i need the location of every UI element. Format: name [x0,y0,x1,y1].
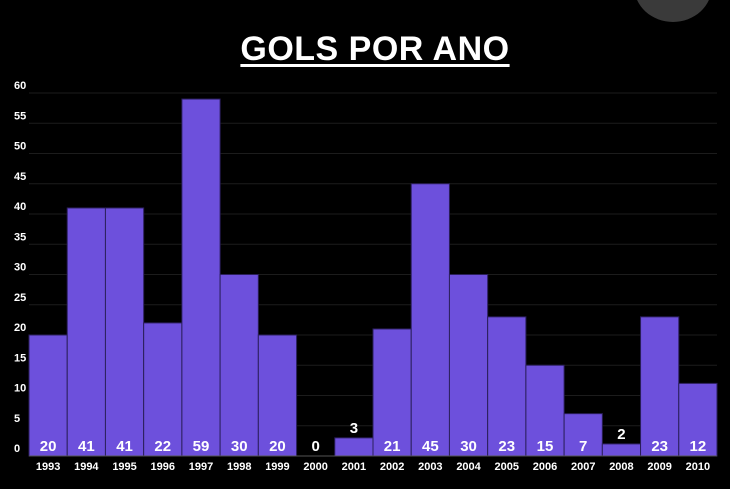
bar-1995 [104,207,145,457]
x-tick-label-1993: 1993 [36,461,60,473]
bar-2004 [448,274,489,457]
value-label-2001: 3 [350,420,358,437]
y-tick-label: 30 [14,262,26,274]
bar-2002 [372,328,412,457]
x-tick-label-2005: 2005 [495,461,519,473]
bar-1998 [219,274,259,457]
bar-2009 [640,316,680,457]
bar-2010 [678,382,718,457]
y-tick-label: 0 [14,443,20,455]
y-tick-label: 35 [14,231,26,243]
y-tick-label: 50 [14,141,26,153]
value-label-2009: 23 [651,438,668,455]
chart-title: GOLS POR ANO [240,30,510,68]
bar-2001 [334,437,374,457]
value-label-2000: 0 [311,438,319,455]
x-tick-label-1997: 1997 [189,461,213,473]
bar-1994 [66,207,106,457]
y-tick-label: 5 [14,413,20,425]
value-label-2008: 2 [617,426,625,443]
x-tick-label-2010: 2010 [686,461,710,473]
y-tick-label: 20 [14,322,26,334]
bar-1996 [143,322,183,457]
value-label-2002: 21 [384,438,401,455]
y-tick-label: 40 [14,201,26,213]
y-tick-label: 55 [14,110,26,122]
x-tick-label-2002: 2002 [380,461,404,473]
value-label-1995: 41 [116,438,133,455]
x-tick-label-1996: 1996 [151,461,175,473]
x-tick-label-2003: 2003 [418,461,442,473]
value-label-2005: 23 [498,438,515,455]
value-label-1997: 59 [193,438,210,455]
overlay-button-circle[interactable] [634,0,712,22]
value-label-1994: 41 [78,438,95,455]
y-tick-label: 25 [14,292,26,304]
value-label-2004: 30 [460,438,477,455]
value-label-1993: 20 [40,438,57,455]
value-label-2006: 15 [537,438,554,455]
bar-1997 [181,98,221,457]
value-label-1999: 20 [269,438,286,455]
value-label-2010: 12 [690,438,707,455]
bar-2008 [601,443,642,457]
x-tick-label-2004: 2004 [456,461,481,473]
x-tick-label-2000: 2000 [303,461,327,473]
x-tick-label-2009: 2009 [647,461,671,473]
x-tick-label-2008: 2008 [609,461,633,473]
value-label-2007: 7 [579,438,587,455]
value-label-1998: 30 [231,438,248,455]
x-tick-label-1995: 1995 [112,461,136,473]
y-tick-label: 45 [14,171,26,183]
x-tick-label-1994: 1994 [74,461,99,473]
x-tick-label-1998: 1998 [227,461,251,473]
x-tick-label-1999: 1999 [265,461,289,473]
x-tick-label-2006: 2006 [533,461,557,473]
bar-2003 [410,183,450,457]
value-label-1996: 22 [154,438,171,455]
y-tick-label: 15 [14,352,26,364]
x-tick-label-2001: 2001 [342,461,366,473]
value-label-2003: 45 [422,438,439,455]
x-tick-label-2007: 2007 [571,461,595,473]
bar-2005 [487,316,527,457]
y-tick-label: 60 [14,80,26,92]
y-tick-label: 10 [14,383,26,395]
